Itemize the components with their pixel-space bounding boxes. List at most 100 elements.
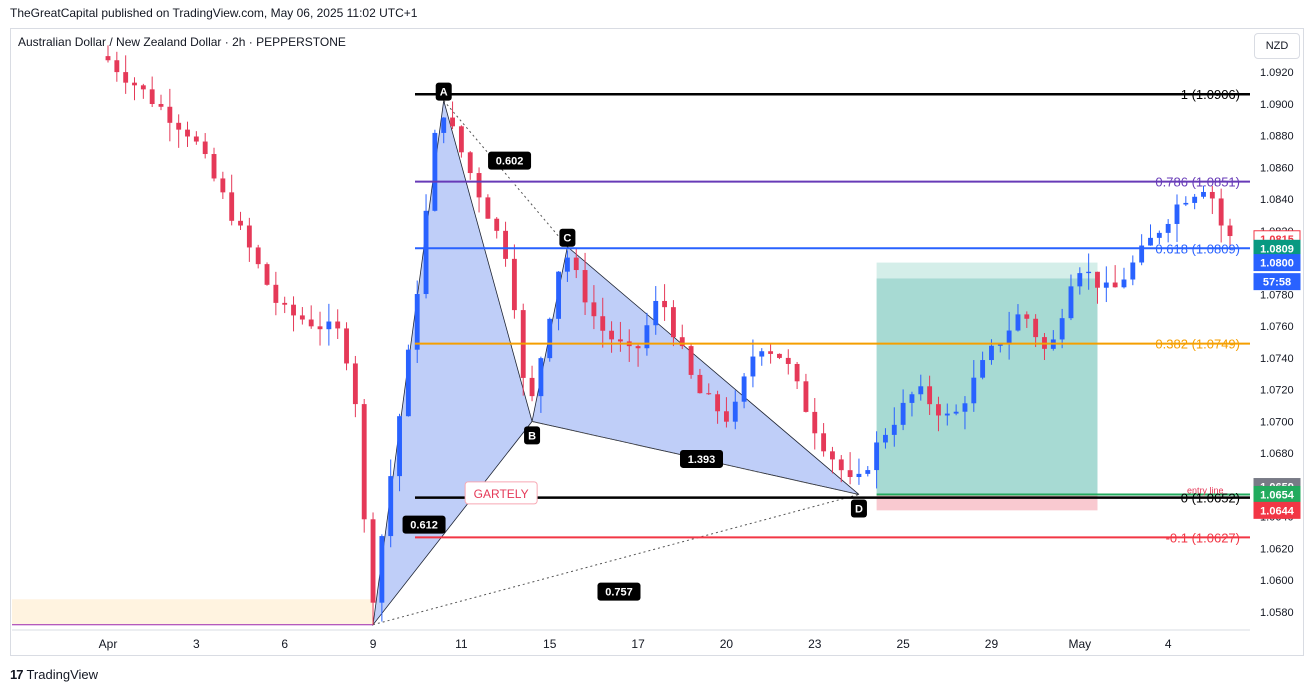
candle-body xyxy=(989,345,994,361)
candle-body xyxy=(132,82,137,86)
candle-body xyxy=(264,264,270,285)
pattern-ratio-label: 0.602 xyxy=(496,156,524,168)
target-zone xyxy=(876,278,1098,495)
candle-body xyxy=(467,152,473,174)
candle-body xyxy=(856,473,862,478)
candle-body xyxy=(1086,271,1092,274)
candle-body xyxy=(653,300,659,326)
candle-body xyxy=(741,376,747,402)
x-tick-label: 3 xyxy=(193,637,200,651)
fib-level-label: -0.1 (1.0627) xyxy=(1166,530,1240,545)
x-tick-label: 9 xyxy=(370,637,377,651)
symbol-title[interactable]: Australian Dollar / New Zealand Dollar ·… xyxy=(18,35,346,49)
candle-body xyxy=(723,411,729,422)
candle-body xyxy=(777,353,782,358)
candle-body xyxy=(750,356,756,377)
candle-body xyxy=(149,89,155,105)
candle-body xyxy=(635,346,641,349)
candle-body xyxy=(458,126,464,153)
candle-body xyxy=(485,197,491,219)
pattern-ratio-label: 0.757 xyxy=(605,587,633,599)
candle-body xyxy=(865,470,871,474)
publish-header: TheGreatCapital published on TradingView… xyxy=(10,6,418,20)
candle-body xyxy=(405,349,411,417)
y-tick-label: 1.0680 xyxy=(1260,448,1294,460)
candle-body xyxy=(211,154,217,179)
candle-body xyxy=(123,72,129,83)
candle-body xyxy=(830,451,835,460)
candle-body xyxy=(344,328,349,364)
y-tick-label: 1.0740 xyxy=(1260,353,1294,365)
candle-body xyxy=(980,360,986,378)
pattern-ratio-label: 0.612 xyxy=(410,520,438,532)
candle-body xyxy=(538,358,544,397)
y-tick-label: 1.0720 xyxy=(1260,385,1294,397)
pattern-triangle-xab xyxy=(372,100,533,627)
pattern-point-c: C xyxy=(563,233,571,245)
candle-body xyxy=(1015,314,1021,331)
candle-body xyxy=(158,104,164,107)
pattern-ratio-label-bg xyxy=(488,151,532,170)
y-tick-label: 1.0780 xyxy=(1260,289,1294,301)
candle-body xyxy=(573,257,579,271)
candle-body xyxy=(688,346,694,375)
candle-body xyxy=(697,374,703,394)
y-tick-label: 1.0860 xyxy=(1260,162,1294,174)
candle-body xyxy=(238,220,243,226)
candle-body xyxy=(352,363,358,405)
candle-body xyxy=(361,404,367,520)
price-badge-text: 1.0800 xyxy=(1260,258,1294,270)
candle-body xyxy=(1068,286,1074,319)
candle-body xyxy=(1095,271,1100,288)
x-tick-label: Apr xyxy=(99,637,118,651)
y-tick-label: 1.0880 xyxy=(1260,131,1294,143)
y-tick-label: 1.0700 xyxy=(1260,416,1294,428)
y-tick-label: 1.0840 xyxy=(1260,194,1294,206)
pattern-point-d: D xyxy=(855,503,863,515)
candle-body xyxy=(432,132,438,211)
pattern-name-box xyxy=(464,481,538,505)
y-tick-label: 1.0620 xyxy=(1260,543,1294,555)
candle-body xyxy=(370,519,376,603)
candle-body xyxy=(874,442,880,471)
price-badge-text: 1.0644 xyxy=(1260,505,1295,517)
candle-body xyxy=(794,363,800,382)
pattern-point-b: B xyxy=(528,430,536,442)
candle-body xyxy=(617,339,623,342)
pattern-point-c-bg xyxy=(559,228,576,247)
candle-body xyxy=(326,321,332,330)
candle-body xyxy=(308,319,314,327)
x-tick-label: 4 xyxy=(1165,637,1172,651)
price-badge xyxy=(1253,501,1301,519)
price-badge xyxy=(1253,273,1301,291)
candle-body xyxy=(1148,237,1153,246)
currency-button[interactable]: NZD xyxy=(1254,33,1300,59)
base-zone xyxy=(12,599,374,625)
candle-body xyxy=(1218,198,1224,226)
x-tick-label: 29 xyxy=(985,637,999,651)
candle-body xyxy=(255,247,261,265)
candle-body xyxy=(335,321,341,329)
candle-body xyxy=(670,307,676,338)
chart-frame xyxy=(10,28,1304,656)
pattern-ratio-line-ac xyxy=(443,100,568,248)
candle-body xyxy=(246,225,252,248)
candle-body xyxy=(291,304,296,316)
fib-level-label: 0.618 (1.0809) xyxy=(1155,241,1240,256)
candle-body xyxy=(547,318,553,359)
candle-body xyxy=(900,402,906,425)
price-badge-text: 57:58 xyxy=(1263,277,1291,289)
candle-body xyxy=(1227,225,1233,237)
candle-body xyxy=(909,394,915,403)
candle-body xyxy=(511,258,517,311)
pattern-point-b-bg xyxy=(524,426,541,445)
candle-body xyxy=(176,122,182,130)
candle-body xyxy=(556,271,561,319)
pattern-ratio-label-bg xyxy=(680,449,724,468)
x-tick-label: 17 xyxy=(631,637,645,651)
candle-body xyxy=(503,230,508,259)
candle-body xyxy=(193,136,199,142)
candle-body xyxy=(1201,191,1206,197)
candle-body xyxy=(1209,191,1215,199)
